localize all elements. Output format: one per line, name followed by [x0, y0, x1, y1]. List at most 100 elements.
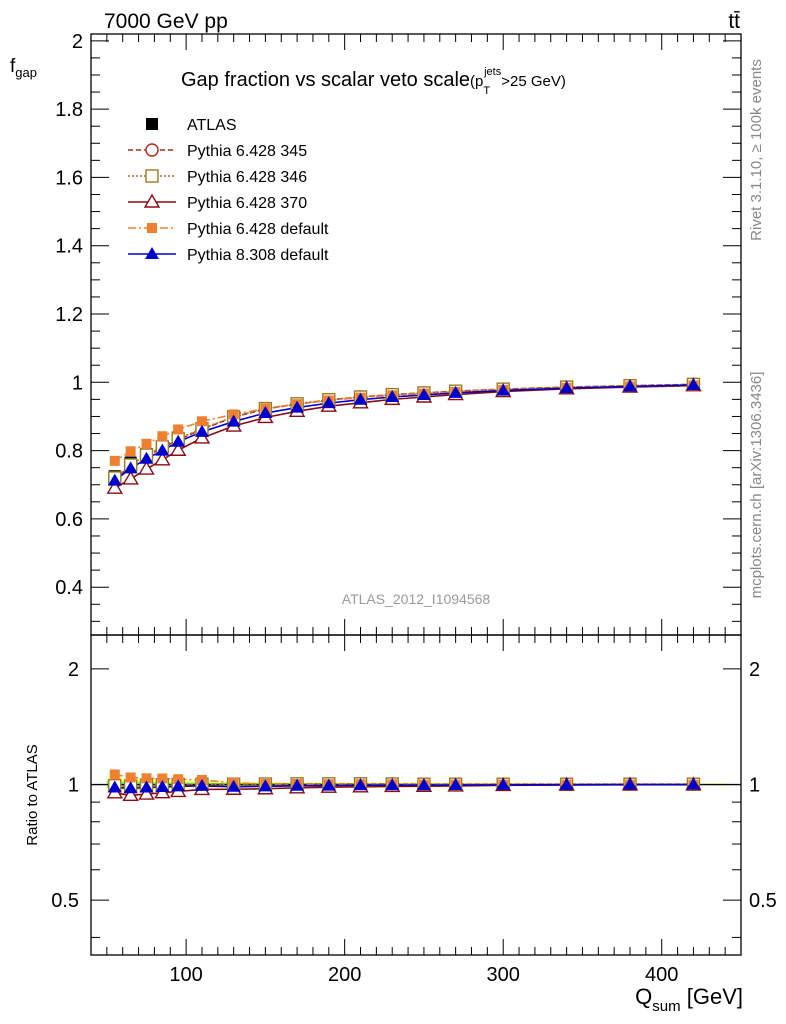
- main-panel: 0.4 0.6 0.8 1 1.2 1.4 1.6 1.8 2 Gap fraction vs …: [55, 31, 742, 636]
- series-point-4: [194, 424, 209, 437]
- ratio-tick-label-left: 0.5: [51, 890, 79, 912]
- x-axis-label-tail: [GeV]: [681, 984, 743, 1009]
- series-point-4: [321, 396, 336, 409]
- ratio-point-4: [623, 777, 638, 790]
- series-point-4: [623, 379, 638, 392]
- series-line-1: [114, 383, 694, 479]
- energy-label: 7000 GeV pp: [104, 10, 228, 33]
- series-point-2: [138, 460, 155, 475]
- ratio-panel: 100 200 300 400 0.5 0.5 1 1 2 2 Ratio to ATLAS: [24, 634, 777, 986]
- legend-marker-atlas: [146, 118, 158, 130]
- main-series-layer: [106, 377, 702, 494]
- y-axis-label-sub: gap: [15, 65, 37, 80]
- x-axis-label-main: Q: [635, 984, 652, 1009]
- ratio-point-4: [123, 781, 138, 794]
- series-point-4: [290, 400, 305, 413]
- series-point-2: [122, 470, 139, 485]
- rivet-version-label: Rivet 3.1.10, ≥ 100k events: [748, 59, 765, 241]
- legend: ATLAS Pythia 6.428 345 Pythia 6.428 346 Pyt…: [128, 117, 329, 264]
- legend-label-2: Pythia 6.428 370: [187, 195, 307, 212]
- ratio-tick-label-left: 1: [68, 775, 79, 797]
- legend-label-0: Pythia 6.428 345: [187, 143, 307, 160]
- ratio-point-3: [109, 769, 120, 780]
- x-tick-label: 100: [169, 964, 202, 986]
- plot-title-main: Gap fraction vs scalar veto scale: [181, 69, 470, 91]
- ratio-panel-frame: [90, 634, 742, 956]
- series-point-2: [106, 479, 123, 494]
- legend-label-3: Pythia 6.428 default: [187, 221, 329, 238]
- plot-title: Gap fraction vs scalar veto scale(pTjets…: [181, 66, 566, 97]
- y-axis-label: fgap: [10, 56, 37, 80]
- ratio-point-4: [448, 778, 463, 791]
- plot-title-cut-tail: >25 GeV): [501, 73, 566, 90]
- ratio-series-line-3: [114, 773, 694, 786]
- ratio-ticks: 100 200 300 400 0.5 0.5 1 1 2 2: [51, 635, 777, 986]
- series-point-2: [154, 451, 171, 466]
- series-point-4: [155, 443, 170, 456]
- series-point-3: [173, 424, 184, 435]
- series-point-3: [228, 409, 239, 420]
- series-point-3: [196, 416, 207, 427]
- ratio-point-4: [139, 780, 154, 793]
- x-tick-label: 200: [328, 964, 361, 986]
- series-point-4: [448, 385, 463, 398]
- legend-marker-3: [147, 223, 157, 233]
- ratio-point-4: [290, 778, 305, 791]
- ratio-point-2: [138, 785, 155, 800]
- x-axis-label-sub: sum: [652, 998, 680, 1015]
- analysis-label: ATLAS_2012_I1094568: [342, 591, 491, 607]
- y-tick-label: 1: [72, 372, 83, 394]
- ratio-point-4: [107, 780, 122, 793]
- ratio-tick-label-right: 2: [749, 659, 760, 681]
- ratio-point-3: [141, 773, 152, 784]
- ratio-point-2: [122, 786, 139, 802]
- ratio-point-4: [385, 778, 400, 791]
- legend-label-4: Pythia 8.308 default: [187, 247, 329, 264]
- y-tick-label: 1.8: [55, 99, 83, 121]
- y-tick-label: 1.4: [55, 236, 83, 258]
- ratio-point-4: [416, 778, 431, 791]
- y-axis-label-main: f: [10, 56, 16, 77]
- legend-marker-1: [145, 169, 159, 183]
- series-point-3: [157, 431, 168, 442]
- ratio-point-4: [258, 779, 273, 792]
- legend-label-atlas: ATLAS: [187, 117, 237, 134]
- legend-marker-4: [145, 247, 159, 259]
- ratio-point-4: [321, 778, 336, 791]
- plot-title-cut-sup: jets: [483, 66, 502, 78]
- y-tick-label: 0.6: [55, 509, 83, 531]
- y-tick-label: 1.6: [55, 167, 83, 189]
- ratio-tick-label-right: 1: [749, 775, 760, 797]
- mcplots-label: mcplots.cern.ch [arXiv:1306.3436]: [748, 372, 765, 599]
- y-tick-label: 2: [72, 31, 83, 53]
- series-point-4: [416, 387, 431, 400]
- ratio-point-4: [353, 778, 368, 791]
- series-point-4: [226, 414, 241, 427]
- y-tick-label: 0.8: [55, 441, 83, 463]
- main-ticks: 0.4 0.6 0.8 1 1.2 1.4 1.6 1.8 2: [55, 31, 741, 635]
- ratio-point-3: [125, 772, 136, 783]
- ratio-series-layer: [106, 769, 702, 802]
- x-axis-label: Qsum [GeV]: [635, 984, 743, 1015]
- ratio-point-4: [171, 779, 186, 792]
- series-point-4: [353, 392, 368, 405]
- ratio-point-4: [155, 780, 170, 793]
- series-point-4: [385, 389, 400, 402]
- legend-marker-0: [145, 143, 159, 157]
- series-point-4: [123, 461, 138, 474]
- x-tick-label: 300: [487, 964, 520, 986]
- series-point-3: [109, 455, 120, 466]
- series-point-2: [193, 429, 211, 444]
- y-tick-label: 1.2: [55, 304, 83, 326]
- series-point-4: [107, 473, 122, 486]
- legend-label-1: Pythia 6.428 346: [187, 169, 307, 186]
- series-point-4: [171, 434, 186, 447]
- x-tick-label: 400: [645, 964, 678, 986]
- ratio-point-4: [226, 779, 241, 792]
- legend-marker-2: [143, 193, 161, 208]
- process-label: tt̄: [728, 10, 740, 33]
- ratio-point-4: [686, 777, 701, 790]
- plot-title-cut-open: (p: [470, 73, 483, 90]
- y-tick-label: 0.4: [55, 577, 83, 599]
